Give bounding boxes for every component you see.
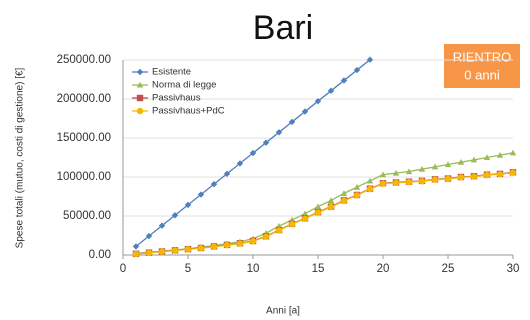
marker bbox=[132, 243, 140, 250]
legend-label: Passivhaus+PdC bbox=[152, 106, 225, 117]
marker bbox=[197, 245, 205, 252]
marker bbox=[340, 197, 348, 204]
x-tick-label: 30 bbox=[507, 263, 520, 275]
marker bbox=[249, 149, 257, 157]
marker bbox=[223, 241, 231, 249]
marker bbox=[483, 171, 491, 179]
marker bbox=[327, 203, 335, 211]
marker bbox=[171, 247, 179, 254]
marker bbox=[210, 180, 218, 188]
marker bbox=[431, 176, 439, 183]
y-axis-label: Spese totali (mutuo, costi di gestione) … bbox=[15, 67, 26, 248]
legend-label: Norma di legge bbox=[152, 80, 216, 91]
marker bbox=[288, 118, 296, 126]
marker bbox=[301, 215, 309, 222]
marker bbox=[340, 77, 348, 84]
marker bbox=[444, 175, 452, 183]
marker bbox=[353, 192, 361, 199]
legend-label: Passivhaus bbox=[152, 93, 201, 104]
x-tick-label: 0 bbox=[120, 263, 126, 275]
marker bbox=[236, 160, 244, 167]
marker bbox=[314, 203, 322, 210]
y-tick-label: 0.00 bbox=[89, 249, 111, 261]
marker bbox=[457, 158, 465, 165]
x-tick-label: 25 bbox=[442, 263, 455, 275]
legend-label: Esistente bbox=[152, 67, 191, 78]
marker bbox=[405, 168, 413, 175]
marker bbox=[171, 212, 179, 219]
marker bbox=[327, 197, 335, 203]
marker bbox=[496, 171, 504, 178]
series-line bbox=[135, 152, 514, 255]
y-tick-label: 150000.00 bbox=[57, 132, 111, 144]
x-tick-label: 20 bbox=[377, 263, 390, 275]
marker bbox=[470, 173, 478, 180]
marker bbox=[457, 174, 465, 181]
marker bbox=[509, 149, 517, 156]
marker bbox=[405, 178, 413, 186]
marker bbox=[392, 179, 400, 187]
marker bbox=[327, 87, 335, 95]
marker bbox=[262, 233, 270, 240]
marker bbox=[301, 210, 309, 217]
marker bbox=[418, 166, 426, 172]
x-tick-label: 10 bbox=[247, 263, 260, 275]
marker bbox=[236, 240, 244, 247]
marker bbox=[275, 227, 283, 234]
marker bbox=[132, 250, 140, 258]
marker bbox=[353, 183, 361, 190]
marker bbox=[353, 66, 361, 74]
annotation-text: 0 anni bbox=[464, 67, 500, 82]
marker bbox=[301, 108, 309, 115]
legend-marker bbox=[136, 107, 144, 115]
marker bbox=[470, 156, 478, 163]
marker bbox=[288, 220, 296, 228]
marker bbox=[366, 177, 374, 184]
marker bbox=[418, 178, 426, 185]
marker bbox=[496, 151, 504, 158]
annotation-title: RIENTRO bbox=[453, 49, 512, 64]
marker bbox=[145, 249, 153, 257]
marker bbox=[509, 169, 517, 176]
marker bbox=[210, 243, 218, 250]
marker bbox=[223, 170, 231, 178]
marker bbox=[340, 190, 348, 196]
chart-title: Bari bbox=[253, 9, 313, 47]
plot-area bbox=[132, 56, 517, 258]
legend-marker bbox=[136, 68, 144, 76]
marker bbox=[197, 191, 205, 198]
marker bbox=[366, 185, 374, 193]
marker bbox=[262, 139, 270, 146]
y-tick-label: 200000.00 bbox=[57, 93, 111, 105]
series-line bbox=[135, 171, 514, 255]
marker bbox=[184, 201, 192, 209]
marker bbox=[314, 97, 322, 105]
marker bbox=[444, 161, 452, 168]
marker bbox=[392, 169, 400, 176]
y-tick-label: 250000.00 bbox=[57, 54, 111, 66]
marker bbox=[431, 163, 439, 170]
legend-marker bbox=[136, 94, 144, 102]
y-tick-label: 100000.00 bbox=[57, 171, 111, 183]
marker bbox=[483, 154, 491, 161]
x-tick-label: 5 bbox=[185, 263, 191, 275]
marker bbox=[145, 232, 153, 240]
marker bbox=[158, 222, 166, 229]
marker bbox=[158, 248, 166, 255]
marker bbox=[184, 246, 192, 253]
marker bbox=[249, 238, 257, 245]
marker bbox=[275, 129, 283, 136]
x-axis-label: Anni [a] bbox=[266, 306, 300, 317]
y-tick-label: 50000.00 bbox=[63, 210, 111, 222]
legend-marker bbox=[136, 81, 144, 88]
marker bbox=[314, 209, 322, 216]
marker bbox=[379, 171, 387, 178]
marker bbox=[366, 56, 374, 63]
annotation-box bbox=[444, 44, 520, 88]
marker bbox=[379, 180, 387, 187]
series-line bbox=[135, 172, 514, 255]
x-tick-label: 15 bbox=[312, 263, 325, 275]
